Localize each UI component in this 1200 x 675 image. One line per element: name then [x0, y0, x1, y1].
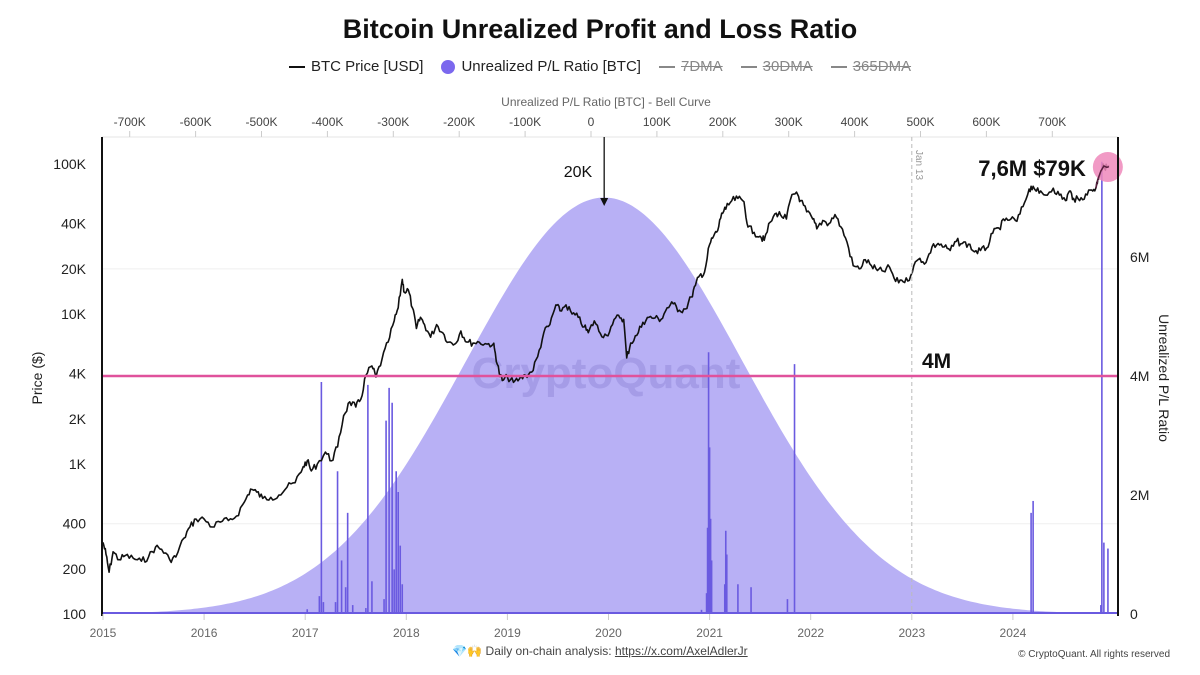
top-tick-label: 600K: [972, 115, 1000, 129]
y-right-tick-label: 2M: [1130, 487, 1149, 503]
x-tick-label: 2023: [898, 626, 925, 640]
legend-item-pl-ratio[interactable]: Unrealized P/L Ratio [BTC]: [441, 58, 641, 75]
y-left-tick-label: 200: [63, 561, 87, 577]
y-right-tick-label: 6M: [1130, 249, 1149, 265]
top-tick-label: 300K: [775, 115, 803, 129]
top-tick-label: 700K: [1038, 115, 1066, 129]
top-tick-label: 500K: [906, 115, 934, 129]
arrow-20k-label: 20K: [564, 164, 593, 181]
y-left-tick-label: 2K: [69, 411, 87, 427]
threshold-4m-label: 4M: [922, 350, 951, 373]
top-tick-label: -200K: [443, 115, 475, 129]
y-left-tick-label: 20K: [61, 261, 87, 277]
ratio-spikes-layer: [306, 161, 1109, 614]
highlight-label: 7,6M $79K: [978, 156, 1086, 181]
legend-item-7dma[interactable]: 7DMA: [658, 58, 723, 75]
jan13-label: Jan 13: [913, 150, 924, 180]
y-right-tick-label: 4M: [1130, 368, 1149, 384]
chart-title: Bitcoin Unrealized Profit and Loss Ratio: [342, 14, 858, 44]
legend-label: 7DMA: [680, 58, 723, 75]
y-left-tick-label: 100K: [53, 156, 86, 172]
top-tick-label: 200K: [709, 115, 737, 129]
axes-layer: 100 200 400 1K 2K 4K 10K 20K 40K 100K Price ($) 0 2M…: [29, 95, 1172, 640]
x-tick-label: 2016: [191, 626, 218, 640]
y-left-tick-label: 40K: [61, 216, 87, 232]
x-tick-label: 2024: [1000, 626, 1027, 640]
legend-label: Unrealized P/L Ratio [BTC]: [461, 58, 641, 75]
watermark: CryptoQuant: [472, 349, 741, 398]
price-tail-line: [1095, 165, 1110, 189]
top-tick-label: 400K: [841, 115, 869, 129]
x-tick-label: 2018: [393, 626, 420, 640]
arrow-20k-head-icon: [600, 198, 609, 206]
x-tick-label: 2021: [696, 626, 723, 640]
legend-label: 30DMA: [762, 58, 813, 75]
legend-label: BTC Price [USD]: [310, 58, 424, 75]
bell-curve-area: [110, 197, 1108, 614]
y-left-tick-label: 1K: [69, 456, 87, 472]
legend: BTC Price [USD] Unrealized P/L Ratio [BT…: [0, 58, 1200, 75]
top-tick-label: -700K: [114, 115, 146, 129]
y-right-tick-label: 0: [1130, 606, 1138, 622]
line-marker-icon: [740, 65, 757, 68]
y-left-axis-title: Price ($): [29, 352, 45, 405]
legend-item-30dma[interactable]: 30DMA: [740, 58, 813, 75]
top-tick-label: 100K: [643, 115, 671, 129]
line-marker-icon: [658, 65, 675, 68]
line-marker-icon: [830, 65, 847, 68]
annotations-layer: Jan 13 4M 20K 7,6M $79K: [102, 137, 1123, 614]
top-tick-label: -400K: [311, 115, 343, 129]
footer-link[interactable]: https://x.com/AxelAdlerJr: [614, 644, 748, 658]
y-left-tick-label: 100: [63, 606, 87, 622]
top-tick-label: -100K: [509, 115, 541, 129]
y-left-tick-label: 400: [63, 516, 87, 532]
line-marker-icon: [288, 65, 305, 68]
top-tick-label: -300K: [377, 115, 409, 129]
x-tick-label: 2015: [90, 626, 117, 640]
legend-item-btc-price[interactable]: BTC Price [USD]: [288, 58, 424, 75]
top-axis-title: Unrealized P/L Ratio [BTC] - Bell Curve: [501, 95, 711, 109]
top-tick-label: 0: [588, 115, 595, 129]
top-tick-label: -500K: [245, 115, 277, 129]
x-tick-label: 2017: [292, 626, 319, 640]
footer-note: 💎🙌 Daily on-chain analysis: https://x.co…: [0, 644, 1200, 658]
dot-marker-icon: [441, 59, 456, 74]
x-tick-label: 2022: [797, 626, 824, 640]
btc-price-line: [102, 163, 1110, 573]
y-left-tick-label: 4K: [69, 366, 87, 382]
price-line-layer: [102, 163, 1110, 573]
bell-curve-layer: [102, 197, 1118, 614]
x-tick-label: 2020: [595, 626, 622, 640]
y-left-tick-label: 10K: [61, 306, 87, 322]
copyright: © CryptoQuant. All rights reserved: [1018, 649, 1170, 660]
x-tick-label: 2019: [494, 626, 521, 640]
legend-item-365dma[interactable]: 365DMA: [830, 58, 912, 75]
footer-prefix: 💎🙌 Daily on-chain analysis:: [452, 644, 615, 658]
legend-label: 365DMA: [852, 58, 912, 75]
top-tick-label: -600K: [180, 115, 212, 129]
y-right-axis-title: Unrealized P/L Ratio: [1156, 314, 1172, 442]
